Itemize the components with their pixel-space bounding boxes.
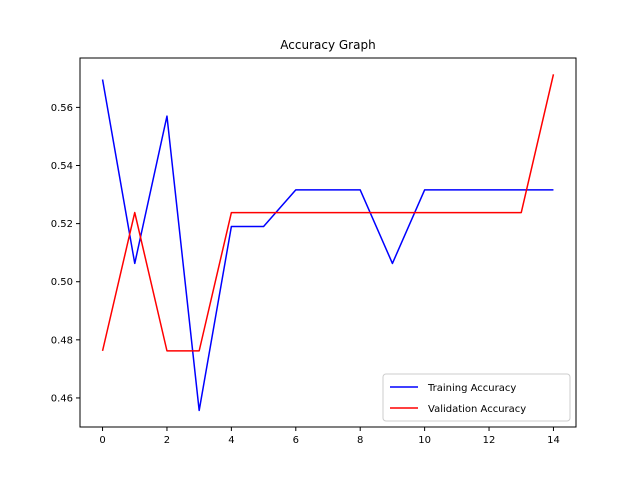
x-tick-label: 8 xyxy=(357,435,363,446)
y-tick-label: 0.56 xyxy=(51,103,73,114)
x-tick-label: 12 xyxy=(483,435,496,446)
plot-frame xyxy=(79,57,577,428)
x-tick-label: 10 xyxy=(418,435,431,446)
y-tick-label: 0.50 xyxy=(51,277,73,288)
series-layer xyxy=(101,74,555,412)
legend-box xyxy=(382,373,571,422)
x-tick-label: 6 xyxy=(293,435,299,446)
y-tick-label: 0.52 xyxy=(51,219,73,230)
chart-title: Accuracy Graph xyxy=(280,38,375,52)
legend-label: Validation Accuracy xyxy=(428,404,526,415)
y-tick-label: 0.48 xyxy=(51,335,73,346)
x-tick-label: 14 xyxy=(547,435,560,446)
y-tick-label: 0.46 xyxy=(51,393,73,404)
legend-label: Training Accuracy xyxy=(427,383,516,394)
legend: Training Accuracy Validation Accuracy xyxy=(382,373,571,422)
axes-layer: 0 2 4 6 8 10 12 14 0.46 0.48 0.50 0.52 0.54 0.56 xyxy=(51,103,560,446)
x-tick-label: 4 xyxy=(228,435,234,446)
y-tick-label: 0.54 xyxy=(51,161,73,172)
x-tick-label: 0 xyxy=(99,435,105,446)
x-tick-label: 2 xyxy=(164,435,170,446)
